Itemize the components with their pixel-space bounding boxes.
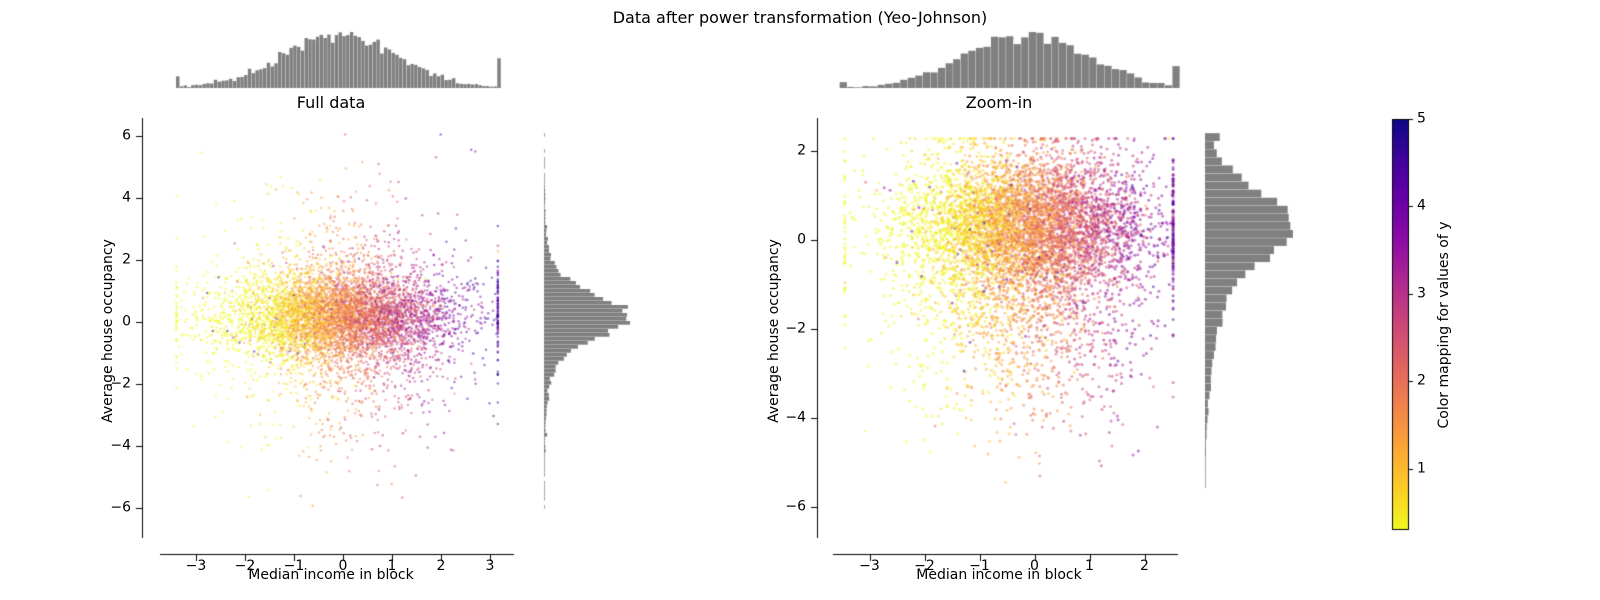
colorbar-tick-label: 2	[1417, 373, 1426, 390]
zoom-in-x-tick-label: −1	[969, 558, 990, 574]
colorbar-tick-label: 3	[1417, 285, 1426, 302]
right-plot-x-axis-label: Median income in block	[916, 567, 1082, 583]
left-plot-title: Full data	[296, 93, 366, 112]
full-data-x-tick-label: −3	[185, 558, 207, 574]
zoom-in-y-tick-label: −2	[785, 320, 806, 337]
colorbar-tick-label: 1	[1417, 460, 1426, 477]
zoom-in-x-tick-label: −3	[859, 558, 880, 574]
colorbar-label: Color mapping for values of y	[1436, 221, 1452, 429]
full-data-y-tick-label: 6	[122, 127, 131, 144]
zoom-in-y-tick-label: 2	[797, 142, 806, 159]
right-plot-y-axis-label: Average house occupancy	[766, 239, 782, 423]
left-plot-y-axis-label: Average house occupancy	[100, 239, 116, 423]
full-data-x-tick-label: 0	[338, 558, 348, 574]
left-plot-x-axis-label: Median income in block	[248, 567, 414, 583]
right-plot-title: Zoom-in	[965, 93, 1033, 112]
full-data-x-tick-label: −1	[283, 558, 305, 574]
full-data-y-tick-label: −6	[110, 499, 131, 516]
zoom-in-y-tick-label: 0	[797, 231, 806, 248]
zoom-in-y-tick-label: −4	[785, 409, 806, 426]
full-data-x-tick-label: 1	[387, 558, 397, 574]
figure-title: Data after power transformation (Yeo-Joh…	[612, 8, 988, 27]
full-data-y-tick-label: 2	[122, 251, 131, 268]
full-data-x-tick-label: −2	[234, 558, 256, 574]
zoom-in-x-tick-label: 2	[1140, 558, 1149, 574]
full-data-y-tick-label: 4	[122, 189, 131, 206]
full-data-x-tick-label: 2	[436, 558, 446, 574]
colorbar-tick-label: 4	[1417, 198, 1426, 215]
colorbar-tick-label: 5	[1417, 110, 1426, 127]
full-data-y-tick-label: −2	[110, 375, 131, 392]
full-data-x-tick-label: 3	[485, 558, 495, 574]
full-data-y-tick-label: −4	[110, 437, 131, 454]
full-data-y-tick-label: 0	[122, 313, 131, 330]
zoom-in-y-tick-label: −6	[785, 498, 806, 515]
zoom-in-x-tick-label: 1	[1085, 558, 1094, 574]
zoom-in-x-tick-label: 0	[1030, 558, 1039, 574]
zoom-in-x-tick-label: −2	[914, 558, 935, 574]
